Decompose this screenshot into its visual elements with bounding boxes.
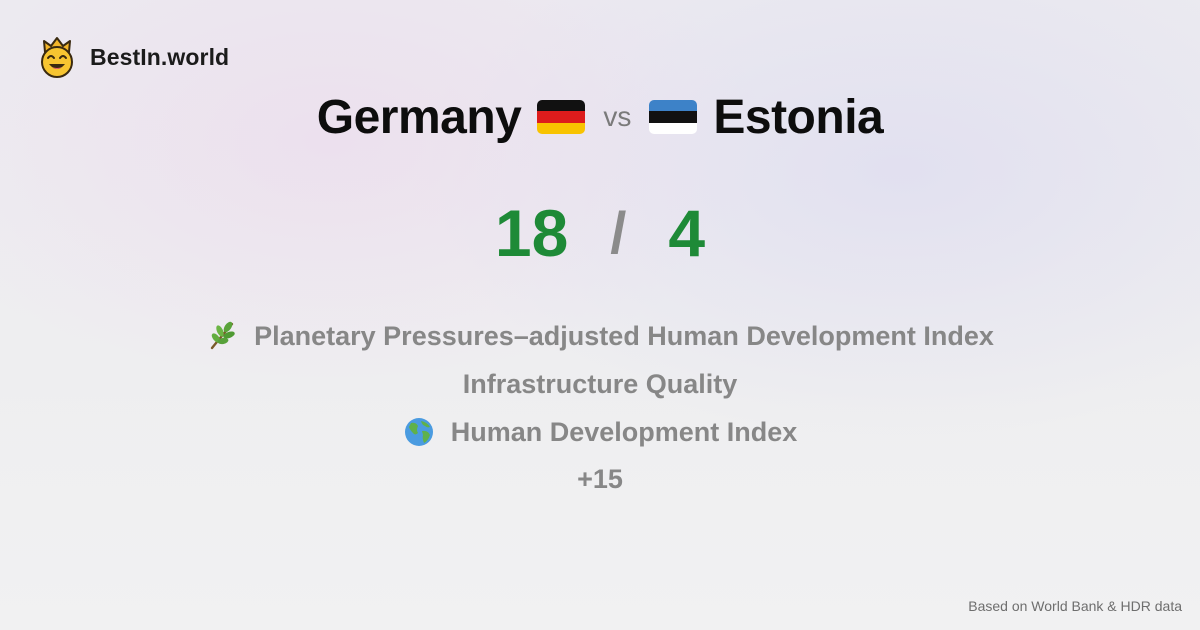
brand[interactable]: BestIn.world — [38, 36, 229, 78]
estonia-flag-icon — [649, 100, 698, 134]
globe-icon — [403, 416, 451, 448]
more-categories-count: +15 — [577, 464, 623, 494]
category-label: Planetary Pressures–adjusted Human Devel… — [254, 320, 994, 351]
germany-flag-icon — [537, 100, 586, 134]
source-note: Based on World Bank & HDR data — [968, 598, 1182, 614]
score-row: 18 / 4 — [0, 196, 1200, 270]
left-country-name: Germany — [316, 90, 522, 144]
category-label: Human Development Index — [450, 416, 798, 447]
score-separator: / — [610, 200, 627, 266]
right-country-name: Estonia — [713, 90, 884, 144]
category-item: Human Development Index — [0, 412, 1200, 452]
herb-icon — [206, 320, 254, 352]
left-score: 18 — [494, 196, 569, 270]
vs-label: vs — [603, 101, 632, 132]
category-item: Planetary Pressures–adjusted Human Devel… — [0, 316, 1200, 356]
right-score: 4 — [668, 196, 706, 270]
brand-name: BestIn.world — [90, 43, 230, 70]
category-label: Infrastructure Quality — [462, 368, 738, 399]
category-item: Infrastructure Quality — [0, 364, 1200, 404]
comparison-title: Germany vs Estonia — [0, 86, 1200, 148]
crowned-smiley-icon — [38, 36, 76, 78]
